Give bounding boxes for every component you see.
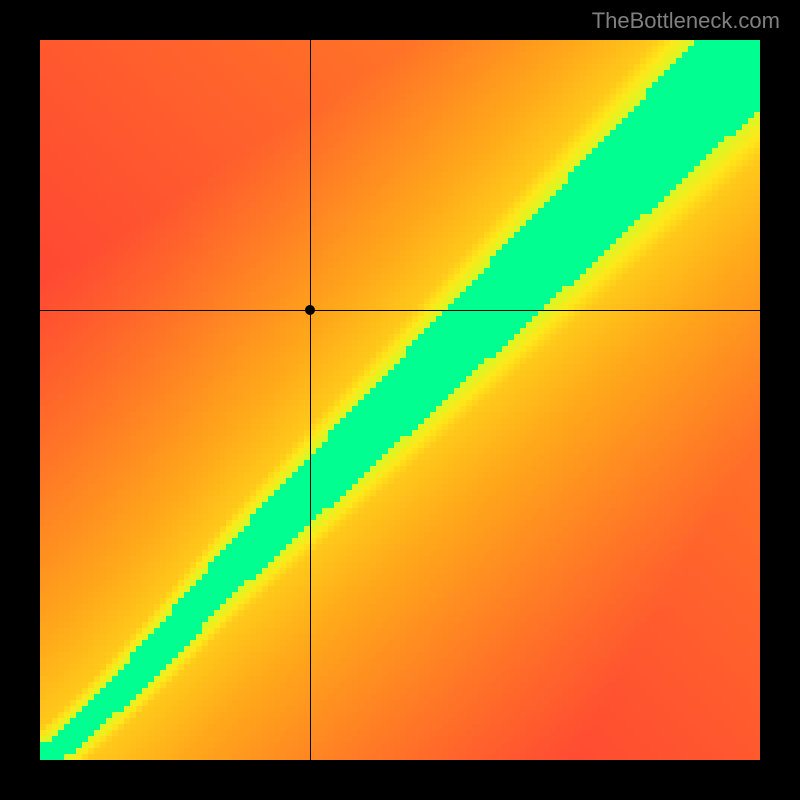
crosshair-horizontal — [40, 310, 760, 311]
plot-area — [40, 40, 760, 760]
bottleneck-heatmap — [40, 40, 760, 760]
crosshair-vertical — [310, 40, 311, 760]
watermark-text: TheBottleneck.com — [592, 8, 780, 34]
marker-dot — [305, 305, 315, 315]
